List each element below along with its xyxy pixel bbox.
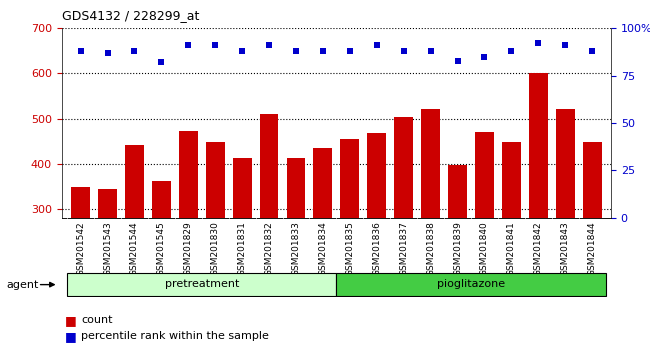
Bar (556, 109, 575, 218)
Point (425, 48, 436, 54)
Bar (367, 133, 386, 218)
Text: ■: ■ (65, 314, 77, 327)
Bar (337, 273, 606, 296)
Bar (98, 189, 117, 218)
Point (210, 42, 220, 48)
Bar (448, 165, 467, 218)
Text: GSM201833: GSM201833 (291, 221, 300, 276)
Bar (583, 142, 602, 218)
Text: GSM201842: GSM201842 (534, 221, 543, 276)
Point (587, 48, 597, 54)
Text: GSM201829: GSM201829 (184, 221, 193, 276)
Bar (67, 273, 337, 296)
Point (560, 42, 571, 48)
Text: ■: ■ (65, 330, 77, 343)
Text: pioglitazone: pioglitazone (437, 279, 505, 290)
Text: GSM201843: GSM201843 (561, 221, 570, 276)
Text: GSM201838: GSM201838 (426, 221, 435, 276)
Point (372, 42, 382, 48)
Text: GSM201543: GSM201543 (103, 221, 112, 276)
Point (129, 48, 140, 54)
Point (479, 54, 489, 59)
Point (75, 48, 86, 54)
Text: GSM201834: GSM201834 (318, 221, 328, 276)
Text: GSM201545: GSM201545 (157, 221, 166, 276)
Point (398, 48, 409, 54)
Text: GDS4132 / 228299_at: GDS4132 / 228299_at (62, 9, 199, 22)
Point (452, 58, 463, 63)
Text: GSM201841: GSM201841 (507, 221, 516, 276)
Text: GSM201835: GSM201835 (345, 221, 354, 276)
Text: count: count (81, 315, 112, 325)
Bar (395, 117, 413, 218)
Point (506, 48, 517, 54)
Point (291, 48, 301, 54)
Point (156, 59, 166, 65)
Text: GSM201837: GSM201837 (399, 221, 408, 276)
Point (533, 41, 543, 46)
Text: GSM201840: GSM201840 (480, 221, 489, 276)
Text: agent: agent (6, 280, 39, 290)
Text: GSM201839: GSM201839 (453, 221, 462, 276)
Point (183, 42, 194, 48)
Bar (125, 145, 144, 218)
Text: GSM201542: GSM201542 (76, 221, 85, 276)
Bar (152, 181, 171, 218)
Point (264, 42, 274, 48)
Text: GSM201844: GSM201844 (588, 221, 597, 276)
Bar (233, 158, 252, 218)
Text: GSM201830: GSM201830 (211, 221, 220, 276)
Bar (287, 158, 305, 218)
Text: pretreatment: pretreatment (164, 279, 239, 290)
Text: percentile rank within the sample: percentile rank within the sample (81, 331, 269, 341)
Bar (206, 142, 225, 218)
Bar (502, 142, 521, 218)
Bar (529, 73, 548, 218)
Bar (259, 114, 278, 218)
Point (318, 48, 328, 54)
Point (344, 48, 355, 54)
Bar (341, 139, 359, 218)
Text: GSM201544: GSM201544 (130, 221, 139, 276)
Bar (71, 187, 90, 218)
Text: GSM201836: GSM201836 (372, 221, 382, 276)
Text: GSM201832: GSM201832 (265, 221, 274, 276)
Bar (313, 148, 332, 218)
Point (237, 48, 248, 54)
Point (102, 50, 112, 56)
Bar (475, 132, 494, 218)
Bar (421, 109, 440, 218)
Bar (179, 131, 198, 218)
Text: GSM201831: GSM201831 (238, 221, 246, 276)
